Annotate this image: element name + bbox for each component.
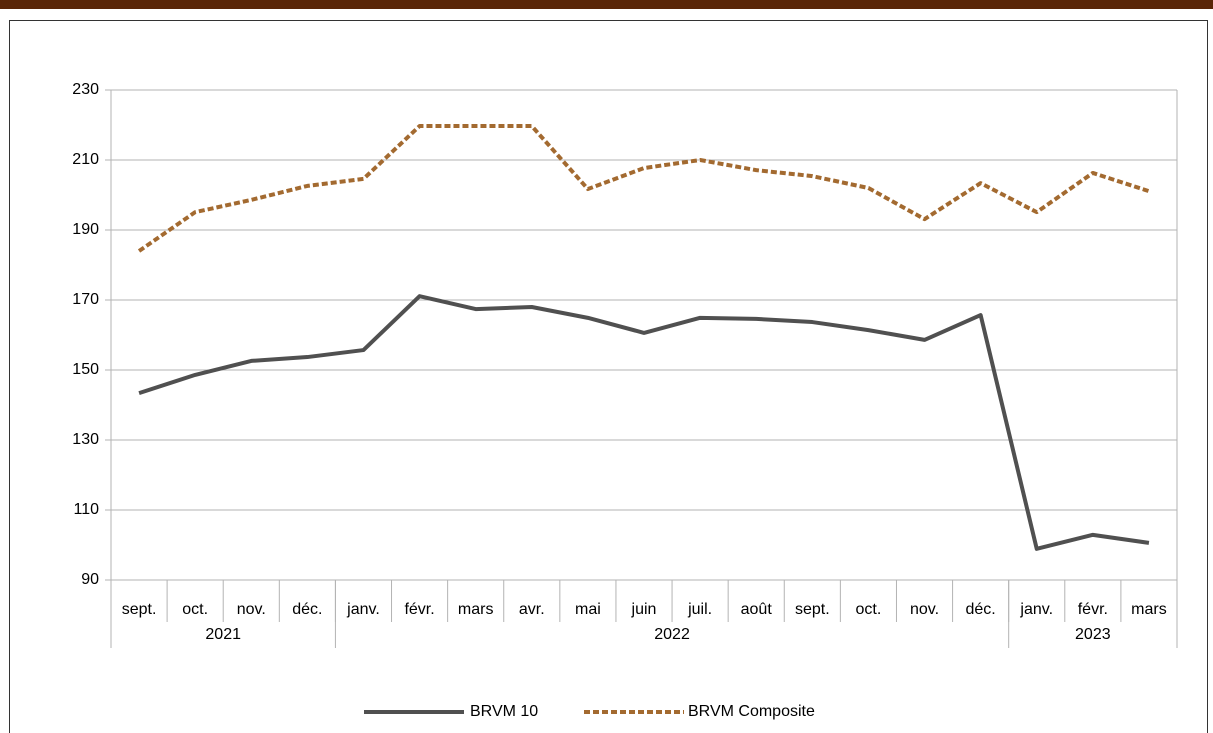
x-tick-label: sept. bbox=[122, 601, 157, 618]
x-tick-label: août bbox=[741, 601, 773, 618]
y-tick-label: 150 bbox=[72, 361, 99, 378]
x-tick-label: mai bbox=[575, 601, 601, 618]
series-line bbox=[137, 124, 1150, 253]
x-tick-label: nov. bbox=[910, 601, 939, 618]
x-group-label: 2021 bbox=[205, 626, 241, 643]
x-tick-label: janv. bbox=[1019, 601, 1053, 618]
x-tick-label: févr. bbox=[404, 601, 434, 618]
frame bbox=[9, 20, 1208, 733]
x-tick-label: oct. bbox=[182, 601, 208, 618]
y-tick-label: 230 bbox=[72, 81, 99, 98]
x-tick-label: avr. bbox=[519, 601, 545, 618]
y-tick-label: 110 bbox=[73, 501, 99, 518]
legend-label: BRVM 10 bbox=[470, 703, 538, 720]
y-tick-label: 130 bbox=[72, 431, 99, 448]
x-tick-label: mars bbox=[1131, 601, 1167, 618]
y-tick-label: 190 bbox=[72, 221, 99, 238]
y-tick-label: 170 bbox=[72, 291, 99, 308]
x-tick-label: juin bbox=[631, 601, 657, 618]
x-group-label: 2022 bbox=[654, 626, 690, 643]
y-tick-label: 210 bbox=[72, 151, 99, 168]
x-tick-label: janv. bbox=[346, 601, 380, 618]
x-tick-label: févr. bbox=[1078, 601, 1108, 618]
x-tick-label: déc. bbox=[292, 601, 322, 618]
x-group-label: 2023 bbox=[1075, 626, 1111, 643]
x-tick-label: déc. bbox=[966, 601, 996, 618]
x-tick-label: oct. bbox=[856, 601, 882, 618]
x-tick-label: mars bbox=[458, 601, 494, 618]
x-tick-label: nov. bbox=[237, 601, 266, 618]
legend-label: BRVM Composite bbox=[688, 703, 815, 720]
header-bar bbox=[0, 0, 1213, 9]
x-tick-label: sept. bbox=[795, 601, 830, 618]
y-tick-label: 90 bbox=[81, 571, 99, 588]
x-tick-label: juil. bbox=[687, 601, 712, 618]
series-line bbox=[138, 294, 1150, 551]
